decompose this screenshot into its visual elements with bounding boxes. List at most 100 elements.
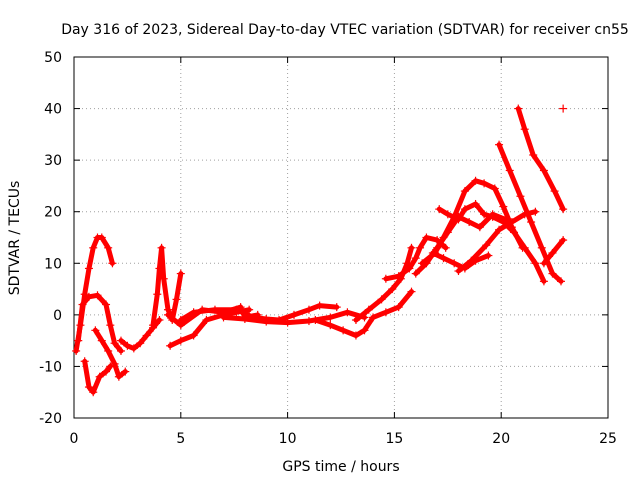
data-point: [176, 316, 185, 325]
data-point: [121, 367, 130, 376]
data-point: [418, 259, 427, 268]
y-tick-label: 0: [53, 308, 62, 324]
data-point: [520, 125, 529, 134]
data-point: [97, 233, 106, 242]
data-point: [172, 295, 181, 304]
axis-ticks: 0 5 10 15 20 25 -20 -10 0 10 20 30 40 50: [39, 50, 617, 447]
data-point: [559, 104, 568, 113]
data-point: [189, 308, 198, 317]
data-point: [163, 310, 172, 319]
data-point: [537, 243, 546, 252]
data-point: [495, 140, 504, 149]
data-point: [351, 316, 360, 325]
data-point: [104, 243, 113, 252]
data-point: [72, 346, 81, 355]
series-arc3: [82, 358, 113, 395]
data-point: [304, 305, 313, 314]
data-point: [108, 259, 117, 268]
grid-lines: [74, 57, 608, 418]
data-point: [80, 290, 89, 299]
data-point: [550, 187, 559, 196]
data-point: [531, 207, 540, 216]
data-point: [484, 251, 493, 260]
data-point: [495, 225, 504, 234]
data-point: [475, 223, 484, 232]
data-point: [499, 202, 508, 211]
data-point: [326, 321, 335, 330]
data-point: [219, 313, 228, 322]
data-point: [559, 236, 568, 245]
data-point: [439, 254, 448, 263]
data-point: [149, 321, 158, 330]
data-point: [411, 254, 420, 263]
data-point: [482, 241, 491, 250]
data-point: [176, 269, 185, 278]
data-point: [339, 326, 348, 335]
data-point: [548, 269, 557, 278]
data-point: [422, 233, 431, 242]
data-point: [157, 243, 166, 252]
series-arc4: [92, 327, 128, 380]
data-point: [364, 305, 373, 314]
data-point: [110, 339, 119, 348]
x-tick-label: 10: [279, 431, 297, 447]
y-tick-label: 40: [44, 102, 62, 118]
data-point: [360, 326, 369, 335]
data-point: [490, 184, 499, 193]
data-point: [514, 104, 523, 113]
data-point: [102, 300, 111, 309]
data-point: [480, 179, 489, 188]
data-point: [407, 287, 416, 296]
data-point: [89, 388, 98, 397]
y-tick-label: 10: [44, 256, 62, 272]
data-point: [102, 367, 111, 376]
data-point: [84, 264, 93, 273]
data-point: [529, 150, 538, 159]
data-point: [245, 305, 254, 314]
y-tick-label: 50: [44, 50, 62, 66]
data-point: [394, 303, 403, 312]
data-point: [326, 313, 335, 322]
data-point: [443, 210, 452, 219]
data-point: [460, 205, 469, 214]
data-point: [97, 336, 106, 345]
data-point: [262, 317, 271, 326]
x-tick-label: 0: [70, 431, 79, 447]
data-point: [471, 176, 480, 185]
data-point: [548, 248, 557, 257]
data-point: [142, 331, 151, 340]
data-point: [454, 215, 463, 224]
data-point: [283, 318, 292, 327]
data-point: [91, 326, 100, 335]
data-point: [460, 187, 469, 196]
data-point: [290, 310, 299, 319]
data-point: [351, 331, 360, 340]
data-point: [381, 308, 390, 317]
y-tick-label: -20: [39, 411, 62, 427]
data-point: [416, 243, 425, 252]
x-axis-label: GPS time / hours: [282, 459, 399, 475]
data-point: [129, 344, 138, 353]
data-point: [439, 233, 448, 242]
data-point: [80, 357, 89, 366]
data-series: [72, 104, 568, 397]
data-point: [84, 383, 93, 392]
data-point: [116, 336, 125, 345]
data-point: [465, 218, 474, 227]
plot-frame: [73, 56, 609, 419]
data-point: [557, 277, 566, 286]
series-arc18: [436, 201, 547, 284]
data-point: [93, 291, 102, 300]
data-point: [411, 269, 420, 278]
data-point: [155, 316, 164, 325]
series-arc21: [541, 237, 566, 266]
data-point: [428, 248, 437, 257]
data-point: [394, 272, 403, 281]
data-point: [435, 205, 444, 214]
data-point: [405, 264, 414, 273]
x-tick-label: 5: [176, 431, 185, 447]
y-axis-label: SDTVAR / TECUs: [7, 181, 23, 296]
data-point: [240, 314, 249, 323]
data-point: [114, 372, 123, 381]
